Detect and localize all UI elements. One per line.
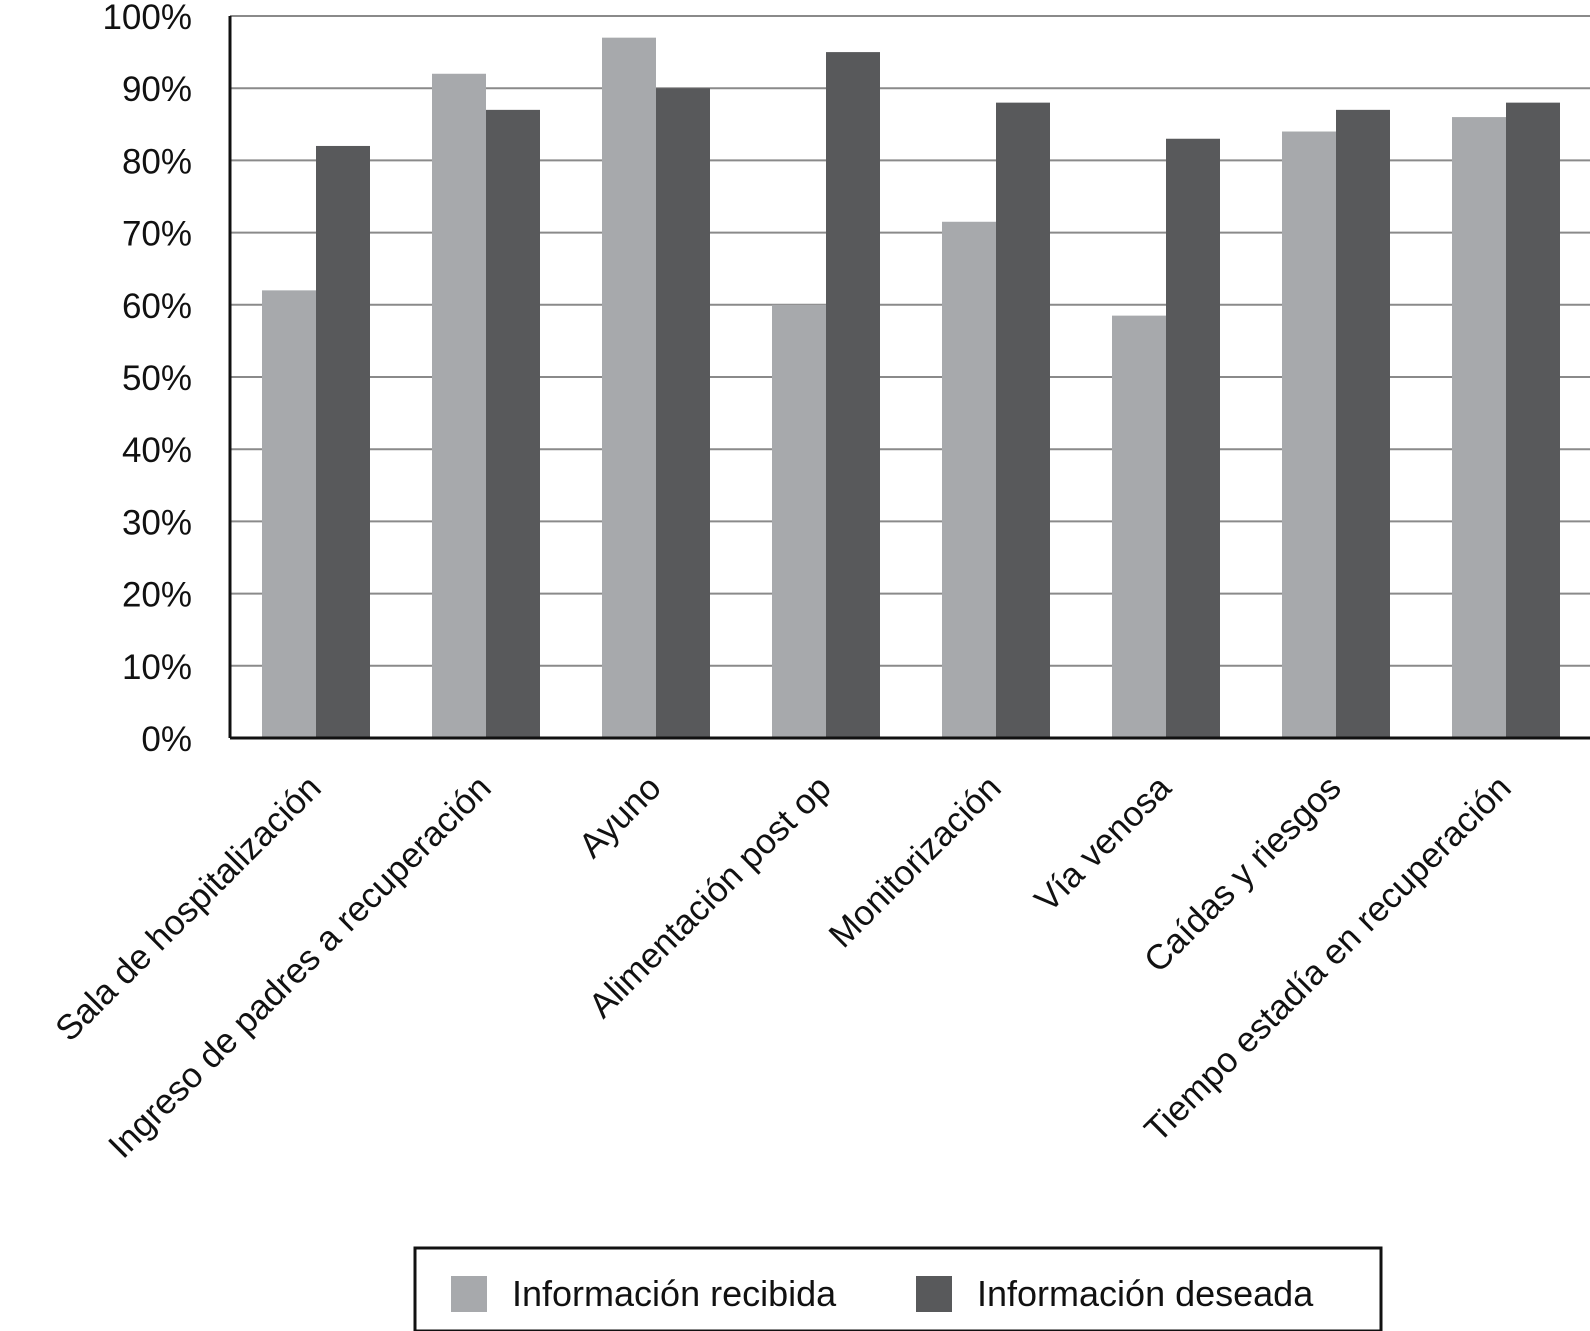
bar-deseada [826,52,880,739]
y-tick-label: 50% [122,359,192,398]
y-tick-label: 40% [122,431,192,470]
y-tick-label: 100% [102,0,192,37]
bar-deseada [486,109,540,739]
y-tick-label: 30% [122,503,192,542]
bar-recibida [432,73,486,738]
bars [262,37,1560,739]
y-tick-labels: 0% 10% 20% 30% 40% 50% 60% 70% 80% 90% 100% [102,0,192,759]
category-label: Tiempo estadía en recuperación [1137,768,1519,1150]
y-tick-label: 20% [122,576,192,615]
y-tick-label: 60% [122,287,192,326]
category-label: Ayuno [571,768,668,865]
bar-recibida [1112,315,1166,738]
bar-deseada [656,88,710,738]
legend-label-recibida: Información recibida [512,1273,837,1314]
bar-recibida [1452,117,1506,738]
legend-label-deseada: Información deseada [977,1273,1314,1314]
bar-deseada [996,102,1050,738]
bar-deseada [1506,102,1560,738]
bar-deseada [1336,109,1390,739]
bar-deseada [316,145,370,738]
category-label: Monitorización [822,768,1009,955]
legend-box [413,1246,1383,1331]
bar-recibida [1282,131,1336,738]
y-tick-label: 70% [122,215,192,254]
legend-swatch-recibida [451,1276,487,1312]
legend: Información recibida Información deseada [413,1246,1383,1331]
y-tick-label: 10% [122,648,192,687]
legend-swatch-deseada [916,1276,952,1312]
category-label: Vía venosa [1027,768,1179,920]
bar-recibida [602,37,656,739]
y-tick-label: 90% [122,70,192,109]
category-label: Ingreso de padres a recuperación [101,768,499,1166]
bar-recibida [772,304,826,738]
y-tick-label: 0% [141,720,192,759]
y-tick-label: 80% [122,142,192,181]
bar-recibida [262,290,316,738]
bar-deseada [1166,138,1220,739]
axes [228,16,1590,740]
bar-recibida [942,221,996,738]
